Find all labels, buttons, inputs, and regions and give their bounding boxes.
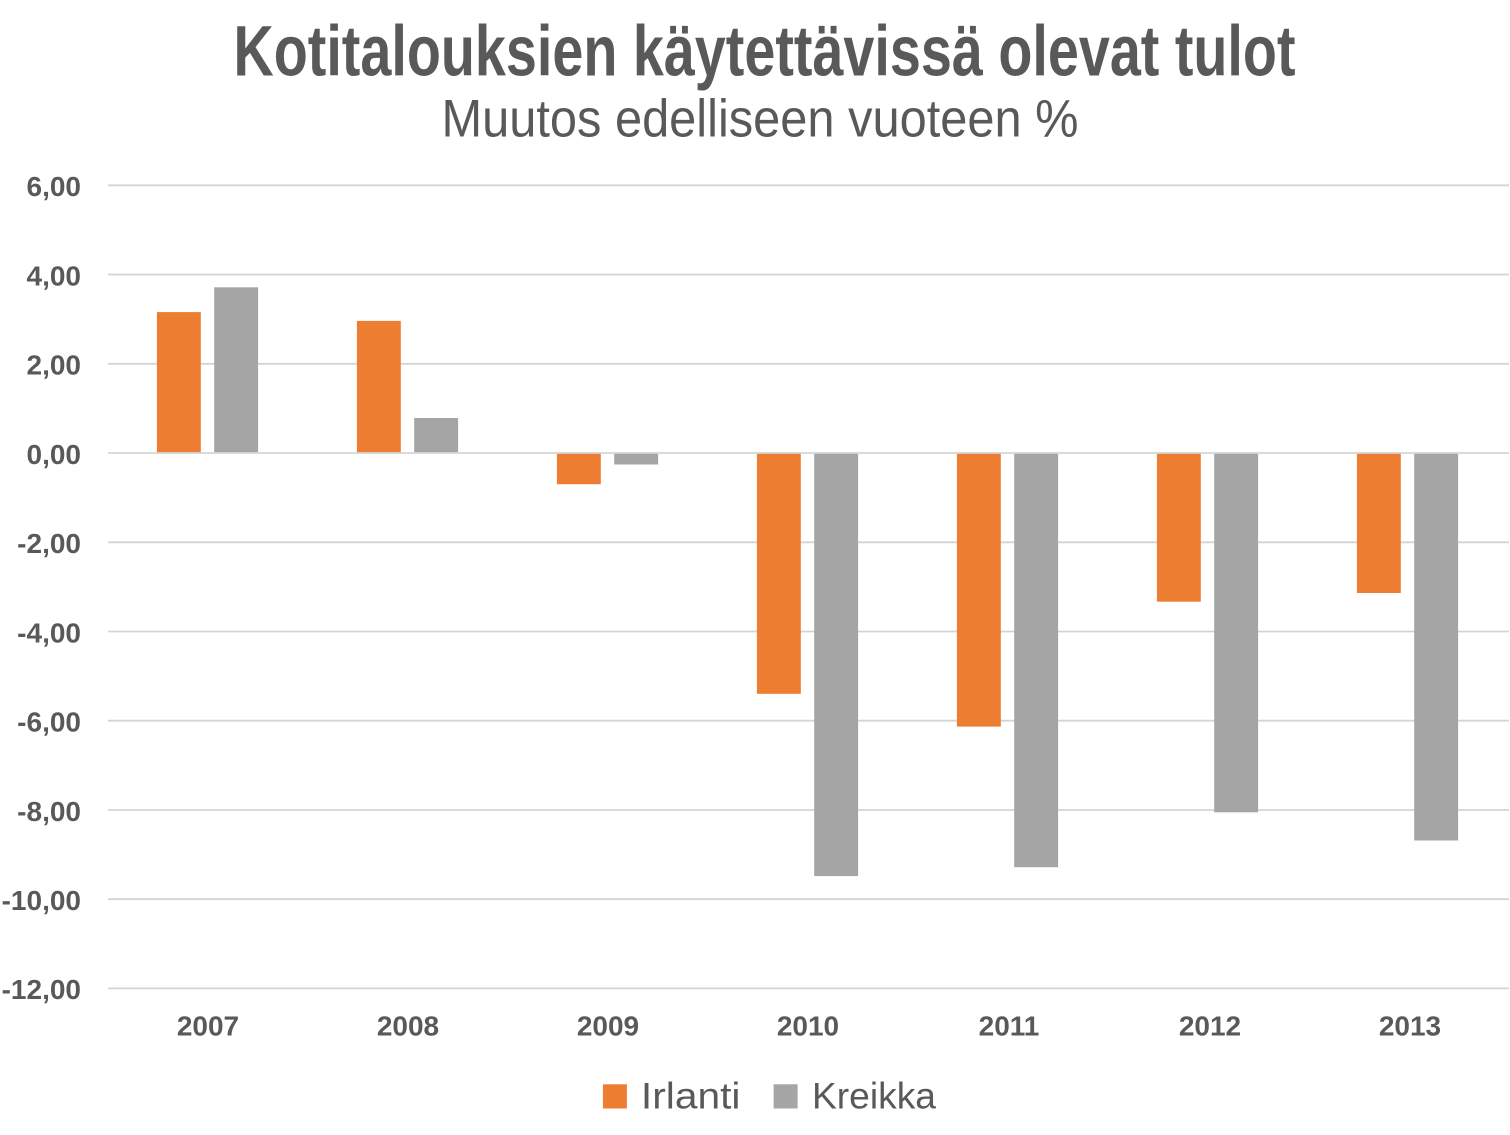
- svg-text:2,00: 2,00: [27, 350, 82, 381]
- svg-text:4,00: 4,00: [27, 260, 82, 291]
- svg-text:-8,00: -8,00: [17, 796, 81, 827]
- svg-text:2007: 2007: [177, 1011, 239, 1042]
- svg-text:6,00: 6,00: [27, 171, 82, 202]
- svg-text:2011: 2011: [979, 1011, 1040, 1042]
- svg-text:2013: 2013: [1379, 1011, 1441, 1042]
- svg-text:-4,00: -4,00: [17, 617, 81, 648]
- svg-text:0,00: 0,00: [27, 439, 82, 470]
- svg-text:-10,00: -10,00: [2, 885, 81, 916]
- svg-text:-12,00: -12,00: [2, 974, 81, 1005]
- svg-text:-6,00: -6,00: [17, 707, 81, 738]
- svg-text:Muutos edelliseen vuoteen %: Muutos edelliseen vuoteen %: [442, 89, 1079, 148]
- svg-text:Irlanti: Irlanti: [641, 1076, 741, 1117]
- svg-text:-2,00: -2,00: [17, 528, 81, 559]
- svg-text:2010: 2010: [777, 1011, 839, 1042]
- svg-text:2009: 2009: [577, 1011, 639, 1042]
- svg-text:2008: 2008: [377, 1011, 439, 1042]
- svg-text:2012: 2012: [1179, 1011, 1241, 1042]
- svg-text:Kotitalouksien käytettävissä o: Kotitalouksien käytettävissä olevat tulo…: [234, 13, 1296, 92]
- svg-text:Kreikka: Kreikka: [812, 1076, 936, 1117]
